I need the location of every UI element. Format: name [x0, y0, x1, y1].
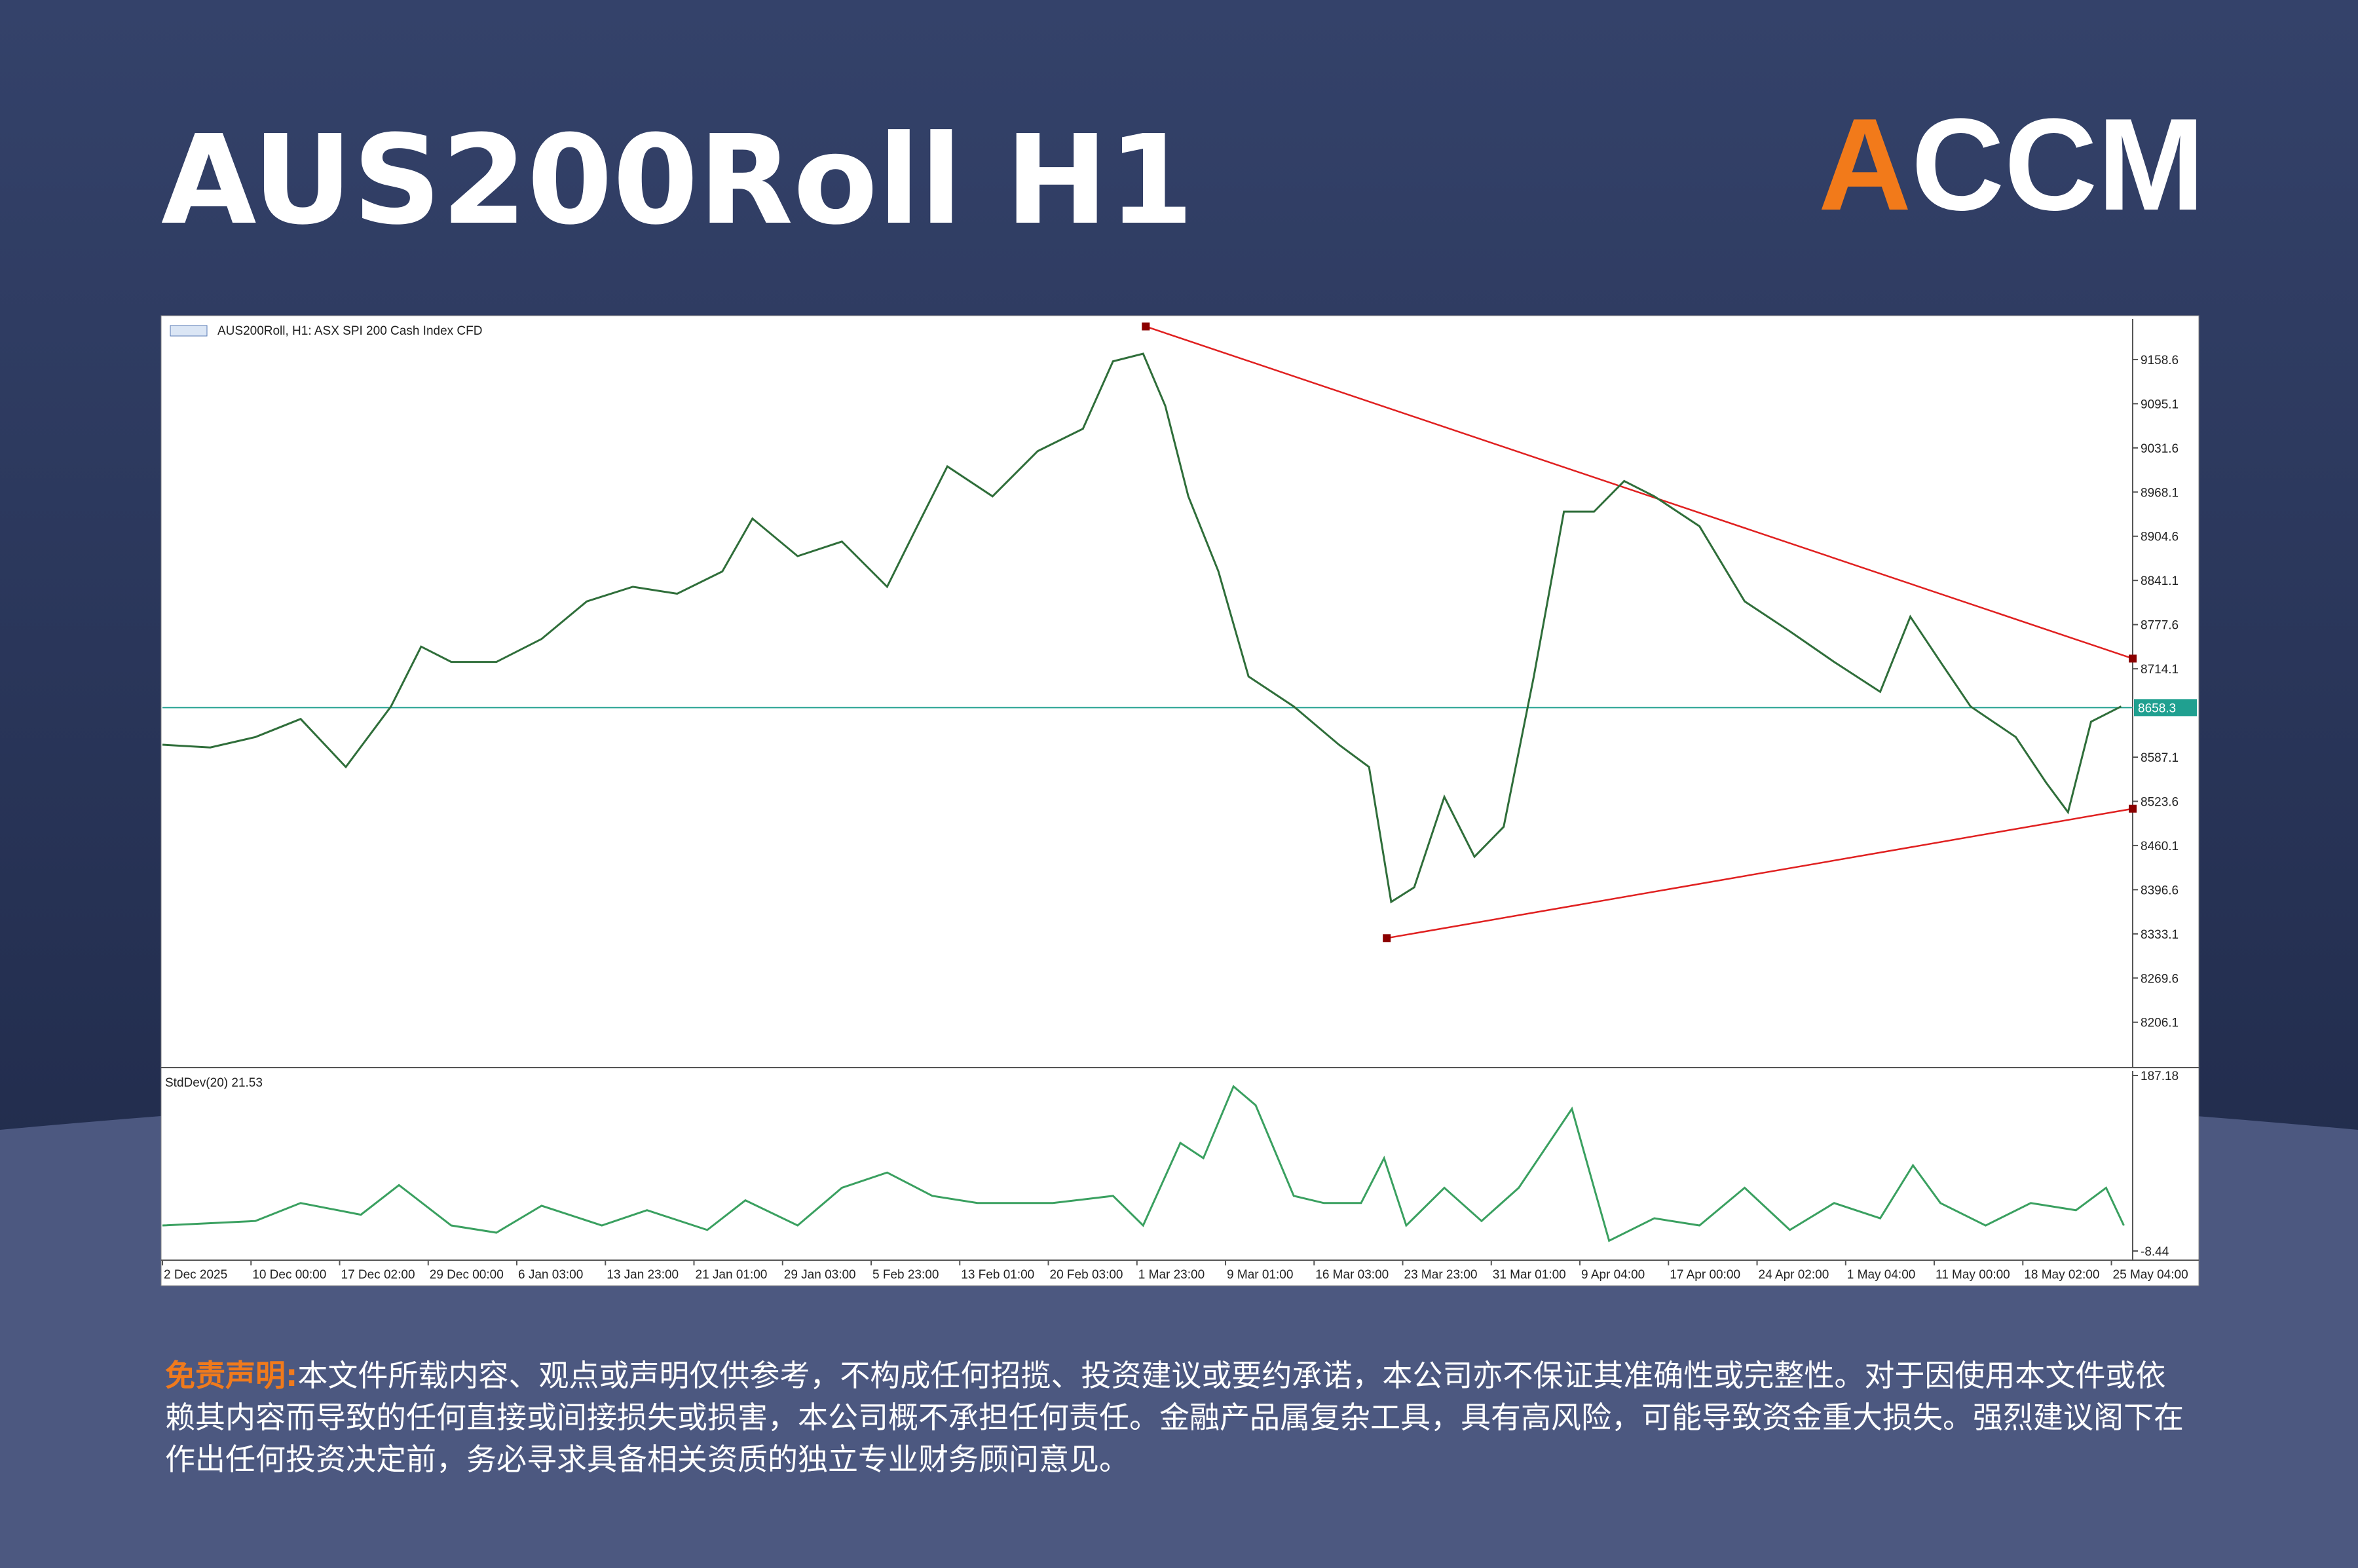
- x-tick-label: 13 Jan 23:00: [607, 1268, 679, 1282]
- slide-title: AUS200Roll H1: [161, 109, 1194, 252]
- y-tick-label: 8841.1: [2141, 574, 2179, 588]
- y-tick-label: 8460.1: [2141, 840, 2179, 853]
- y-tick-label: 9031.6: [2141, 442, 2179, 456]
- y-tick-label: 8333.1: [2141, 928, 2179, 942]
- x-tick-label: 5 Feb 23:00: [872, 1268, 939, 1282]
- x-tick-label: 1 Mar 23:00: [1138, 1268, 1205, 1282]
- y-tick-label: 8587.1: [2141, 751, 2179, 765]
- panel-title: StdDev(20) 21.53: [165, 1076, 263, 1090]
- panel-icon: [170, 325, 208, 337]
- disclaimer-label: 免责声明:: [165, 1358, 298, 1393]
- x-tick-label: 25 May 04:00: [2113, 1268, 2188, 1282]
- x-tick-label: 2 Dec 2025: [164, 1268, 227, 1282]
- x-tick-label: 9 Apr 04:00: [1581, 1268, 1645, 1282]
- trendline-anchor: [2129, 804, 2137, 813]
- y-tick-label: 9158.6: [2141, 354, 2179, 367]
- x-tick-label: 9 Mar 01:00: [1227, 1268, 1293, 1282]
- series-line: [162, 352, 2122, 904]
- x-tick-label: 29 Dec 00:00: [430, 1268, 504, 1282]
- x-tick-label: 17 Dec 02:00: [341, 1268, 415, 1282]
- trendline: [1145, 326, 2133, 660]
- disclaimer: 免责声明:本文件所载内容、观点或声明仅供参考，不构成任何招揽、投资建议或要约承诺…: [165, 1354, 2196, 1480]
- y-tick-label: 9095.1: [2141, 398, 2179, 411]
- x-tick-label: 23 Mar 23:00: [1404, 1268, 1478, 1282]
- y-tick-label: 8904.6: [2141, 531, 2179, 544]
- logo: ACCM: [1818, 92, 2205, 238]
- chart-frame: [160, 315, 2199, 1286]
- trendline-anchor: [1383, 934, 1391, 943]
- trendline-anchor: [2129, 654, 2137, 663]
- x-tick-label: 13 Feb 01:00: [961, 1268, 1034, 1282]
- x-tick-label: 18 May 02:00: [2024, 1268, 2099, 1282]
- y-tick-label: 187.18: [2141, 1070, 2179, 1083]
- x-tick-label: 10 Dec 00:00: [252, 1268, 326, 1282]
- y-tick-label: 8269.6: [2141, 972, 2179, 986]
- x-tick-label: 16 Mar 03:00: [1315, 1268, 1389, 1282]
- y-tick-label: -8.44: [2141, 1245, 2169, 1259]
- current-price-box: [2134, 699, 2197, 717]
- panel-title: AUS200Roll, H1: ASX SPI 200 Cash Index C…: [217, 324, 482, 338]
- y-tick-label: 8968.1: [2141, 486, 2179, 500]
- y-tick-label: 8523.6: [2141, 795, 2179, 809]
- trendline: [1386, 808, 2133, 939]
- x-tick-label: 20 Feb 03:00: [1050, 1268, 1123, 1282]
- x-tick-label: 17 Apr 00:00: [1670, 1268, 1740, 1282]
- x-tick-label: 21 Jan 01:00: [696, 1268, 768, 1282]
- y-tick-label: 8396.6: [2141, 884, 2179, 897]
- x-tick-label: 31 Mar 01:00: [1493, 1268, 1566, 1282]
- x-tick-label: 1 May 04:00: [1847, 1268, 1916, 1282]
- y-tick-label: 8714.1: [2141, 663, 2179, 677]
- series-line: [162, 1085, 2125, 1242]
- current-price-label: 8658.3: [2138, 701, 2176, 715]
- disclaimer-text: 本文件所载内容、观点或声明仅供参考，不构成任何招揽、投资建议或要约承诺，本公司亦…: [165, 1358, 2184, 1477]
- trendline-anchor: [1142, 322, 1150, 331]
- x-tick-label: 24 Apr 02:00: [1759, 1268, 1829, 1282]
- y-tick-label: 8206.1: [2141, 1017, 2179, 1030]
- x-tick-label: 6 Jan 03:00: [518, 1268, 583, 1282]
- x-tick-label: 11 May 00:00: [1936, 1268, 2010, 1282]
- x-tick-label: 29 Jan 03:00: [784, 1268, 856, 1282]
- y-tick-label: 8777.6: [2141, 619, 2179, 633]
